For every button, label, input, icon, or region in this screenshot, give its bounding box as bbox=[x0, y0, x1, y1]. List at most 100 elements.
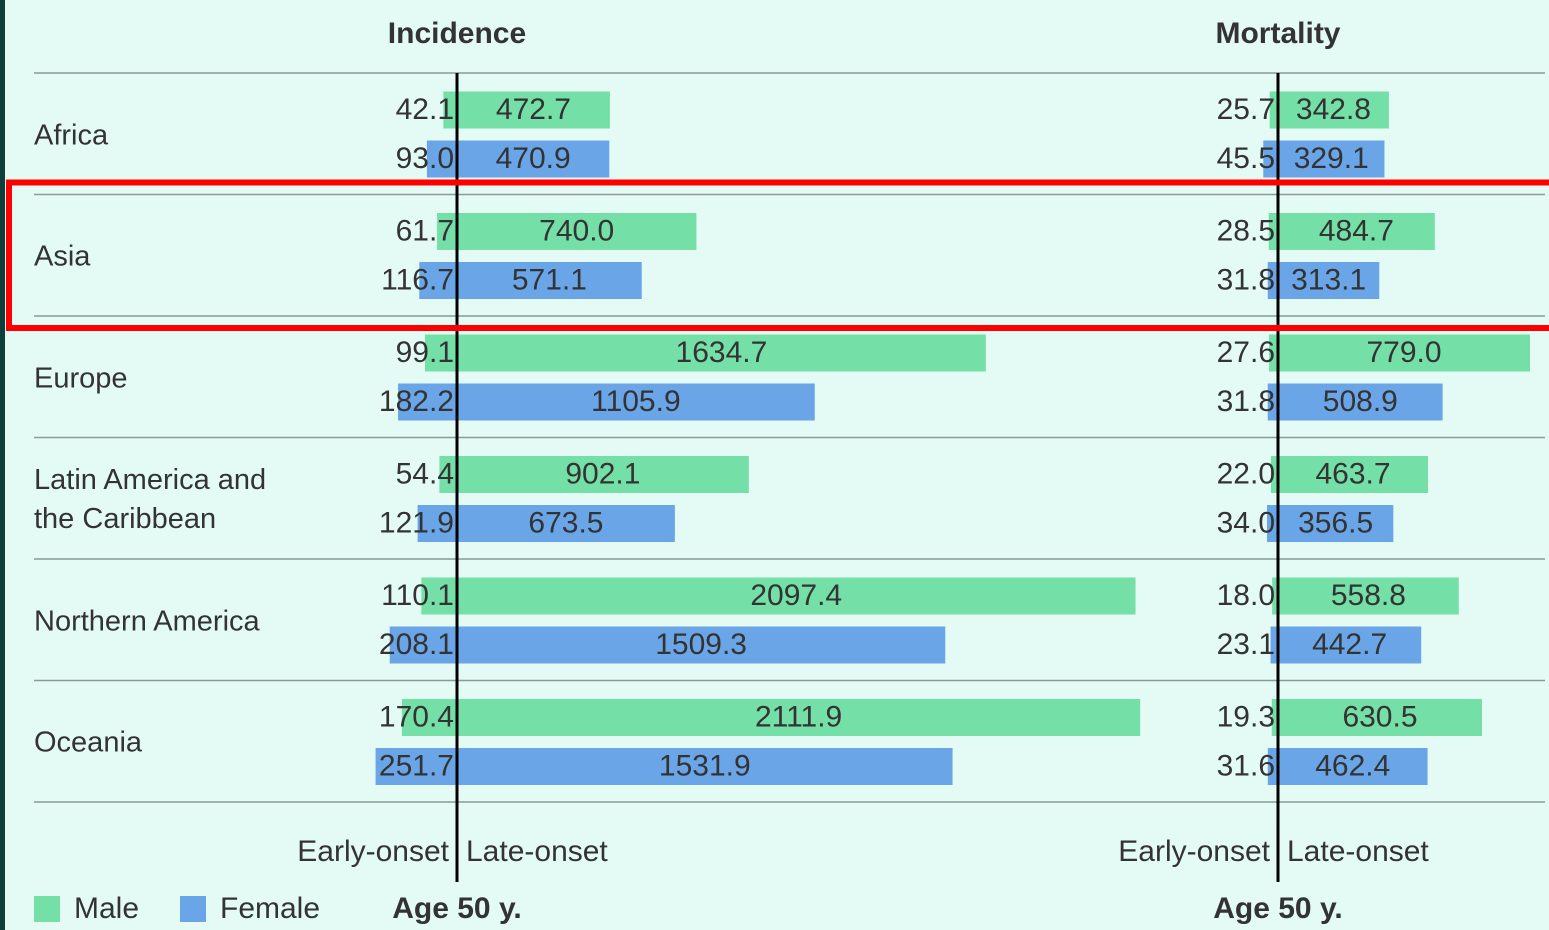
early-bar bbox=[1267, 383, 1278, 421]
panel-title: Incidence bbox=[388, 17, 526, 50]
early-bar bbox=[1270, 626, 1278, 664]
early-bar bbox=[417, 505, 457, 542]
late-value-label: 472.7 bbox=[496, 93, 571, 126]
early-value-label: 121.9 bbox=[379, 506, 454, 539]
late-value-label: 902.1 bbox=[565, 457, 640, 490]
early-bar bbox=[426, 140, 457, 178]
category-label: Northern America bbox=[34, 605, 260, 638]
early-value-label: 28.5 bbox=[1217, 214, 1275, 247]
early-bar bbox=[401, 699, 457, 736]
legend-swatch bbox=[34, 896, 60, 922]
axis-label: Age 50 y. bbox=[392, 892, 522, 925]
late-value-label: 470.9 bbox=[496, 142, 571, 175]
late-bar bbox=[457, 140, 610, 178]
early-value-label: 116.7 bbox=[381, 263, 454, 296]
late-bar bbox=[457, 505, 675, 542]
late-value-label: 1634.7 bbox=[676, 336, 768, 369]
late-value-label: 508.9 bbox=[1323, 385, 1398, 418]
late-value-label: 342.8 bbox=[1296, 93, 1371, 126]
late-value-label: 2097.4 bbox=[750, 579, 842, 612]
late-bar bbox=[1278, 626, 1422, 664]
late-value-label: 329.1 bbox=[1294, 142, 1369, 175]
early-bar bbox=[1270, 456, 1278, 493]
early-bar bbox=[1271, 699, 1278, 736]
early-value-label: 208.1 bbox=[379, 628, 454, 661]
late-bar bbox=[457, 213, 697, 250]
late-bar bbox=[1278, 334, 1531, 372]
late-onset-label: Late-onset bbox=[466, 835, 608, 868]
early-value-label: 19.3 bbox=[1217, 700, 1275, 733]
legend-swatch bbox=[180, 896, 206, 922]
late-value-label: 779.0 bbox=[1366, 336, 1441, 369]
late-bar bbox=[457, 456, 749, 493]
late-value-label: 356.5 bbox=[1298, 506, 1373, 539]
late-bar bbox=[1278, 383, 1443, 421]
late-value-label: 2111.9 bbox=[755, 700, 842, 733]
late-bar bbox=[1278, 748, 1428, 785]
late-bar bbox=[1278, 140, 1385, 178]
early-bar bbox=[1267, 505, 1278, 542]
early-onset-label: Early-onset bbox=[297, 835, 449, 868]
late-value-label: 484.7 bbox=[1319, 214, 1394, 247]
early-value-label: 31.6 bbox=[1217, 749, 1275, 782]
late-bar bbox=[457, 91, 610, 129]
early-bar bbox=[1272, 577, 1278, 615]
early-value-label: 27.6 bbox=[1217, 336, 1275, 369]
late-bar bbox=[457, 626, 946, 664]
category-label: Africa bbox=[34, 119, 109, 152]
late-bar bbox=[457, 577, 1136, 615]
axis-label: Age 50 y. bbox=[1213, 892, 1343, 925]
late-onset-label: Late-onset bbox=[1287, 835, 1429, 868]
late-bar bbox=[457, 748, 953, 785]
early-value-label: 45.5 bbox=[1217, 142, 1275, 175]
late-bar bbox=[1278, 456, 1429, 493]
early-value-label: 22.0 bbox=[1217, 457, 1275, 490]
early-bar bbox=[1269, 334, 1278, 372]
early-bar bbox=[398, 383, 457, 421]
early-value-label: 18.0 bbox=[1217, 579, 1275, 612]
panel-title: Mortality bbox=[1215, 17, 1340, 50]
late-value-label: 463.7 bbox=[1315, 457, 1390, 490]
late-value-label: 1105.9 bbox=[591, 385, 681, 418]
early-bar bbox=[437, 213, 457, 250]
early-value-label: 110.1 bbox=[381, 579, 454, 612]
category-label: Europe bbox=[34, 362, 128, 395]
early-bar bbox=[443, 91, 457, 129]
early-value-label: 31.8 bbox=[1217, 263, 1275, 296]
late-bar bbox=[457, 262, 642, 299]
early-bar bbox=[1267, 262, 1278, 299]
early-bar bbox=[421, 577, 457, 615]
early-bar bbox=[389, 626, 457, 664]
early-bar bbox=[419, 262, 457, 299]
late-value-label: 462.4 bbox=[1315, 749, 1390, 782]
early-bar bbox=[1267, 748, 1278, 785]
early-bar bbox=[1269, 91, 1278, 129]
edge-strip bbox=[0, 0, 5, 930]
early-value-label: 34.0 bbox=[1217, 506, 1275, 539]
early-onset-label: Early-onset bbox=[1118, 835, 1270, 868]
late-bar bbox=[1278, 505, 1394, 542]
early-value-label: 170.4 bbox=[379, 700, 454, 733]
late-value-label: 630.5 bbox=[1342, 700, 1417, 733]
early-value-label: 42.1 bbox=[396, 93, 454, 126]
category-label: Asia bbox=[34, 240, 91, 273]
late-value-label: 673.5 bbox=[528, 506, 603, 539]
late-value-label: 442.7 bbox=[1312, 628, 1387, 661]
early-value-label: 25.7 bbox=[1217, 93, 1275, 126]
late-bar bbox=[1278, 577, 1459, 615]
early-bar bbox=[1263, 140, 1278, 178]
late-value-label: 571.1 bbox=[512, 263, 587, 296]
early-value-label: 182.2 bbox=[379, 385, 454, 418]
late-bar bbox=[1278, 262, 1380, 299]
late-bar bbox=[1278, 213, 1435, 250]
late-bar bbox=[457, 383, 815, 421]
early-value-label: 31.8 bbox=[1217, 385, 1275, 418]
early-bar bbox=[424, 334, 457, 372]
late-value-label: 1509.3 bbox=[655, 628, 747, 661]
late-value-label: 1531.9 bbox=[659, 749, 751, 782]
early-bar bbox=[439, 456, 457, 493]
early-value-label: 61.7 bbox=[396, 214, 454, 247]
late-value-label: 313.1 bbox=[1291, 263, 1366, 296]
